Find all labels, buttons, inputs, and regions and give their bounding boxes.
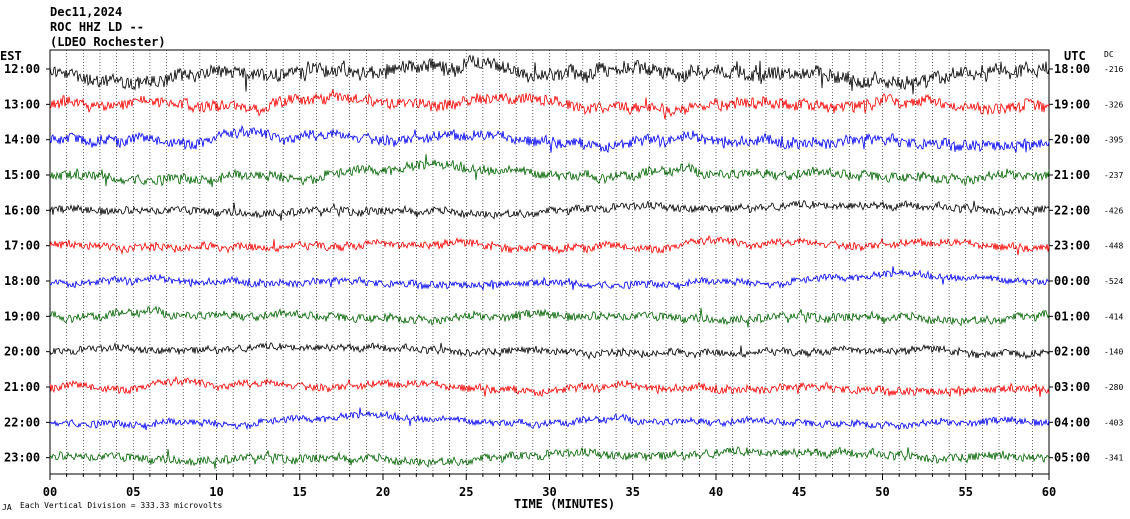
dc-value: -280: [1104, 383, 1123, 392]
est-hour-label: 16:00: [4, 203, 40, 217]
utc-label: UTC: [1064, 49, 1086, 63]
utc-hour-label: 00:00: [1054, 274, 1090, 288]
x-tick-label: 40: [709, 485, 723, 499]
corner-mark: JA: [2, 503, 12, 512]
x-tick-label: 60: [1042, 485, 1056, 499]
utc-hour-label: 22:00: [1054, 203, 1090, 217]
est-hour-label: 13:00: [4, 97, 40, 111]
dc-value: -140: [1104, 348, 1123, 357]
utc-hour-label: 02:00: [1054, 345, 1090, 359]
est-hour-label: 20:00: [4, 345, 40, 359]
row-labels: 12:00 18:00 -216 13:00 19:00 -326 14:00 20:00 -3…: [4, 62, 1123, 465]
x-tick-label: 00: [43, 485, 57, 499]
est-hour-label: 18:00: [4, 274, 40, 288]
header-network: (LDEO Rochester): [50, 35, 166, 49]
x-axis-label: TIME (MINUTES): [514, 497, 615, 511]
est-hour-label: 19:00: [4, 309, 40, 323]
utc-hour-label: 18:00: [1054, 62, 1090, 76]
utc-hour-label: 01:00: [1054, 309, 1090, 323]
utc-hour-label: 23:00: [1054, 239, 1090, 253]
utc-hour-label: 21:00: [1054, 168, 1090, 182]
utc-hour-label: 05:00: [1054, 451, 1090, 465]
x-tick-label: 25: [459, 485, 473, 499]
dc-value: -216: [1104, 65, 1123, 74]
trace-row-11: [49, 446, 1050, 469]
x-tick-label: 45: [792, 485, 806, 499]
x-tick-label: 35: [626, 485, 640, 499]
est-hour-label: 12:00: [4, 62, 40, 76]
utc-hour-label: 20:00: [1054, 133, 1090, 147]
dc-value: -524: [1104, 277, 1123, 286]
x-tick-label: 50: [875, 485, 889, 499]
est-label: EST: [0, 49, 22, 63]
trace-row-2: [49, 124, 1050, 154]
dc-value: -326: [1104, 100, 1123, 109]
dc-value: -414: [1104, 312, 1123, 321]
utc-hour-label: 03:00: [1054, 380, 1090, 394]
traces-group: [49, 54, 1050, 469]
est-hour-label: 15:00: [4, 168, 40, 182]
x-tick-label: 20: [376, 485, 390, 499]
est-hour-label: 14:00: [4, 133, 40, 147]
dc-value: -395: [1104, 136, 1123, 145]
dc-value: -448: [1104, 242, 1123, 251]
minute-gridlines: [66, 50, 1033, 474]
header-station: ROC HHZ LD --: [50, 20, 144, 34]
est-hour-label: 17:00: [4, 239, 40, 253]
x-tick-label: 15: [293, 485, 307, 499]
dc-value: -237: [1104, 171, 1123, 180]
utc-hour-label: 04:00: [1054, 415, 1090, 429]
est-hour-label: 22:00: [4, 415, 40, 429]
dc-value: -341: [1104, 454, 1123, 463]
est-hour-label: 21:00: [4, 380, 40, 394]
trace-row-1: [49, 88, 1050, 120]
est-hour-label: 23:00: [4, 451, 40, 465]
x-tick-label: 55: [959, 485, 973, 499]
x-tick-label: 30: [542, 485, 556, 499]
dc-label: DC: [1104, 50, 1114, 59]
utc-hour-label: 19:00: [1054, 97, 1090, 111]
x-tick-label: 05: [126, 485, 140, 499]
scale-footnote: Each Vertical Division = 333.33 microvol…: [20, 501, 222, 510]
dc-value: -426: [1104, 206, 1123, 215]
x-tick-label: 10: [209, 485, 223, 499]
x-ticks: 00 05 10 15 20 25 30 35 40 45 50 55 60: [43, 474, 1056, 499]
header-date: Dec11,2024: [50, 5, 122, 19]
dc-value: -403: [1104, 418, 1123, 427]
